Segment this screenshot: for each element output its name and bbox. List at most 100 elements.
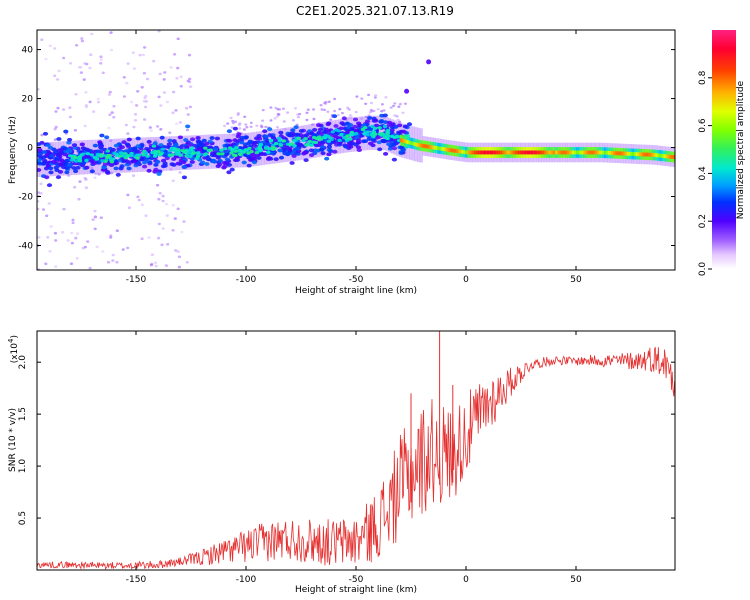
noise-point xyxy=(54,110,58,113)
noise-point xyxy=(62,56,66,60)
core-point xyxy=(125,154,130,158)
line-core-cell xyxy=(468,150,471,155)
line-core-cell xyxy=(437,146,440,151)
line-core-cell xyxy=(517,150,521,155)
line-core-cell xyxy=(496,150,499,155)
noise-point xyxy=(243,115,247,119)
line-core-cell xyxy=(479,150,482,155)
line-core-cell xyxy=(546,150,549,155)
noise-point xyxy=(53,138,57,141)
line-core-cell xyxy=(613,151,616,156)
noise-point xyxy=(176,66,180,70)
line-core-cell xyxy=(472,150,475,155)
noise-point xyxy=(187,53,192,57)
x-tick-label: 50 xyxy=(570,575,582,585)
core-point xyxy=(151,144,157,148)
band-point xyxy=(46,183,53,188)
noise-point xyxy=(49,225,53,228)
line-core-cell xyxy=(644,152,647,157)
line-core-cell xyxy=(412,141,415,146)
line-core-cell xyxy=(609,151,612,155)
band-point xyxy=(209,136,215,140)
band-point xyxy=(142,164,148,169)
noise-point xyxy=(172,90,176,94)
core-point xyxy=(317,135,322,139)
x-tick-label: -150 xyxy=(126,575,147,585)
band-point xyxy=(215,164,221,169)
noise-point xyxy=(161,194,165,198)
line-core-cell xyxy=(489,150,492,155)
band-point xyxy=(406,122,413,127)
noise-point xyxy=(136,90,140,93)
core-point xyxy=(385,131,390,135)
core-point xyxy=(160,147,165,151)
band-point xyxy=(257,136,263,141)
core-point xyxy=(365,130,370,134)
noise-point xyxy=(261,108,265,112)
band-point xyxy=(233,158,239,163)
core-point xyxy=(67,154,73,158)
noise-point xyxy=(333,97,337,101)
noise-point xyxy=(82,78,86,81)
core-point xyxy=(379,132,385,136)
band-point xyxy=(75,165,81,170)
core-point xyxy=(326,139,332,143)
noise-point xyxy=(68,106,72,109)
noise-point xyxy=(382,109,386,112)
core-point xyxy=(89,153,95,157)
noise-point xyxy=(150,253,154,256)
line-core-cell xyxy=(537,150,540,155)
core-point xyxy=(176,148,181,152)
line-core-cell xyxy=(553,150,556,155)
line-core-cell xyxy=(414,142,417,147)
noise-point xyxy=(274,106,278,110)
spectrogram-x-ticks: -150 -100 -50 0 50 xyxy=(126,30,582,285)
noise-point xyxy=(99,58,103,61)
core-point xyxy=(292,144,297,148)
line-core-cell xyxy=(519,150,522,155)
noise-point xyxy=(370,109,374,113)
noise-point xyxy=(144,94,148,98)
line-core-cell xyxy=(502,150,505,155)
line-core-cell xyxy=(516,150,519,155)
noise-point xyxy=(73,129,77,132)
noise-point xyxy=(62,108,66,111)
noise-point xyxy=(179,84,183,88)
core-point xyxy=(77,159,83,163)
line-core-cell xyxy=(493,150,496,155)
band-point xyxy=(89,159,95,164)
band-point xyxy=(146,168,152,173)
core-point xyxy=(153,149,158,154)
noise-point xyxy=(143,118,147,121)
core-point xyxy=(304,143,309,147)
y-tick-label: 2.0 xyxy=(18,355,28,370)
noise-point xyxy=(53,47,57,50)
line-core-cell xyxy=(444,147,447,152)
band-point xyxy=(278,130,284,135)
noise-point xyxy=(323,108,327,112)
noise-point xyxy=(159,128,163,131)
band-point xyxy=(41,155,47,160)
noise-point xyxy=(319,104,323,107)
band-point xyxy=(251,160,257,165)
core-point xyxy=(370,124,375,128)
band-point xyxy=(59,147,65,152)
line-core-cell xyxy=(597,150,600,155)
colorbar-tick-label: 0.2 xyxy=(698,214,708,228)
core-point xyxy=(107,153,112,158)
snr-scale-exponent: 4 xyxy=(7,338,15,343)
band-point xyxy=(352,117,359,122)
line-core-cell xyxy=(484,150,487,155)
band-point xyxy=(97,140,103,145)
band-point xyxy=(251,156,258,161)
band-point xyxy=(391,146,398,151)
band-point xyxy=(338,126,344,131)
noise-point xyxy=(242,128,246,131)
band-point xyxy=(45,161,51,166)
band-point xyxy=(341,116,347,121)
band-point xyxy=(49,153,55,158)
noise-point xyxy=(37,236,41,239)
line-core-cell xyxy=(605,150,609,155)
line-core-cell xyxy=(600,150,603,155)
band-point xyxy=(80,146,86,151)
